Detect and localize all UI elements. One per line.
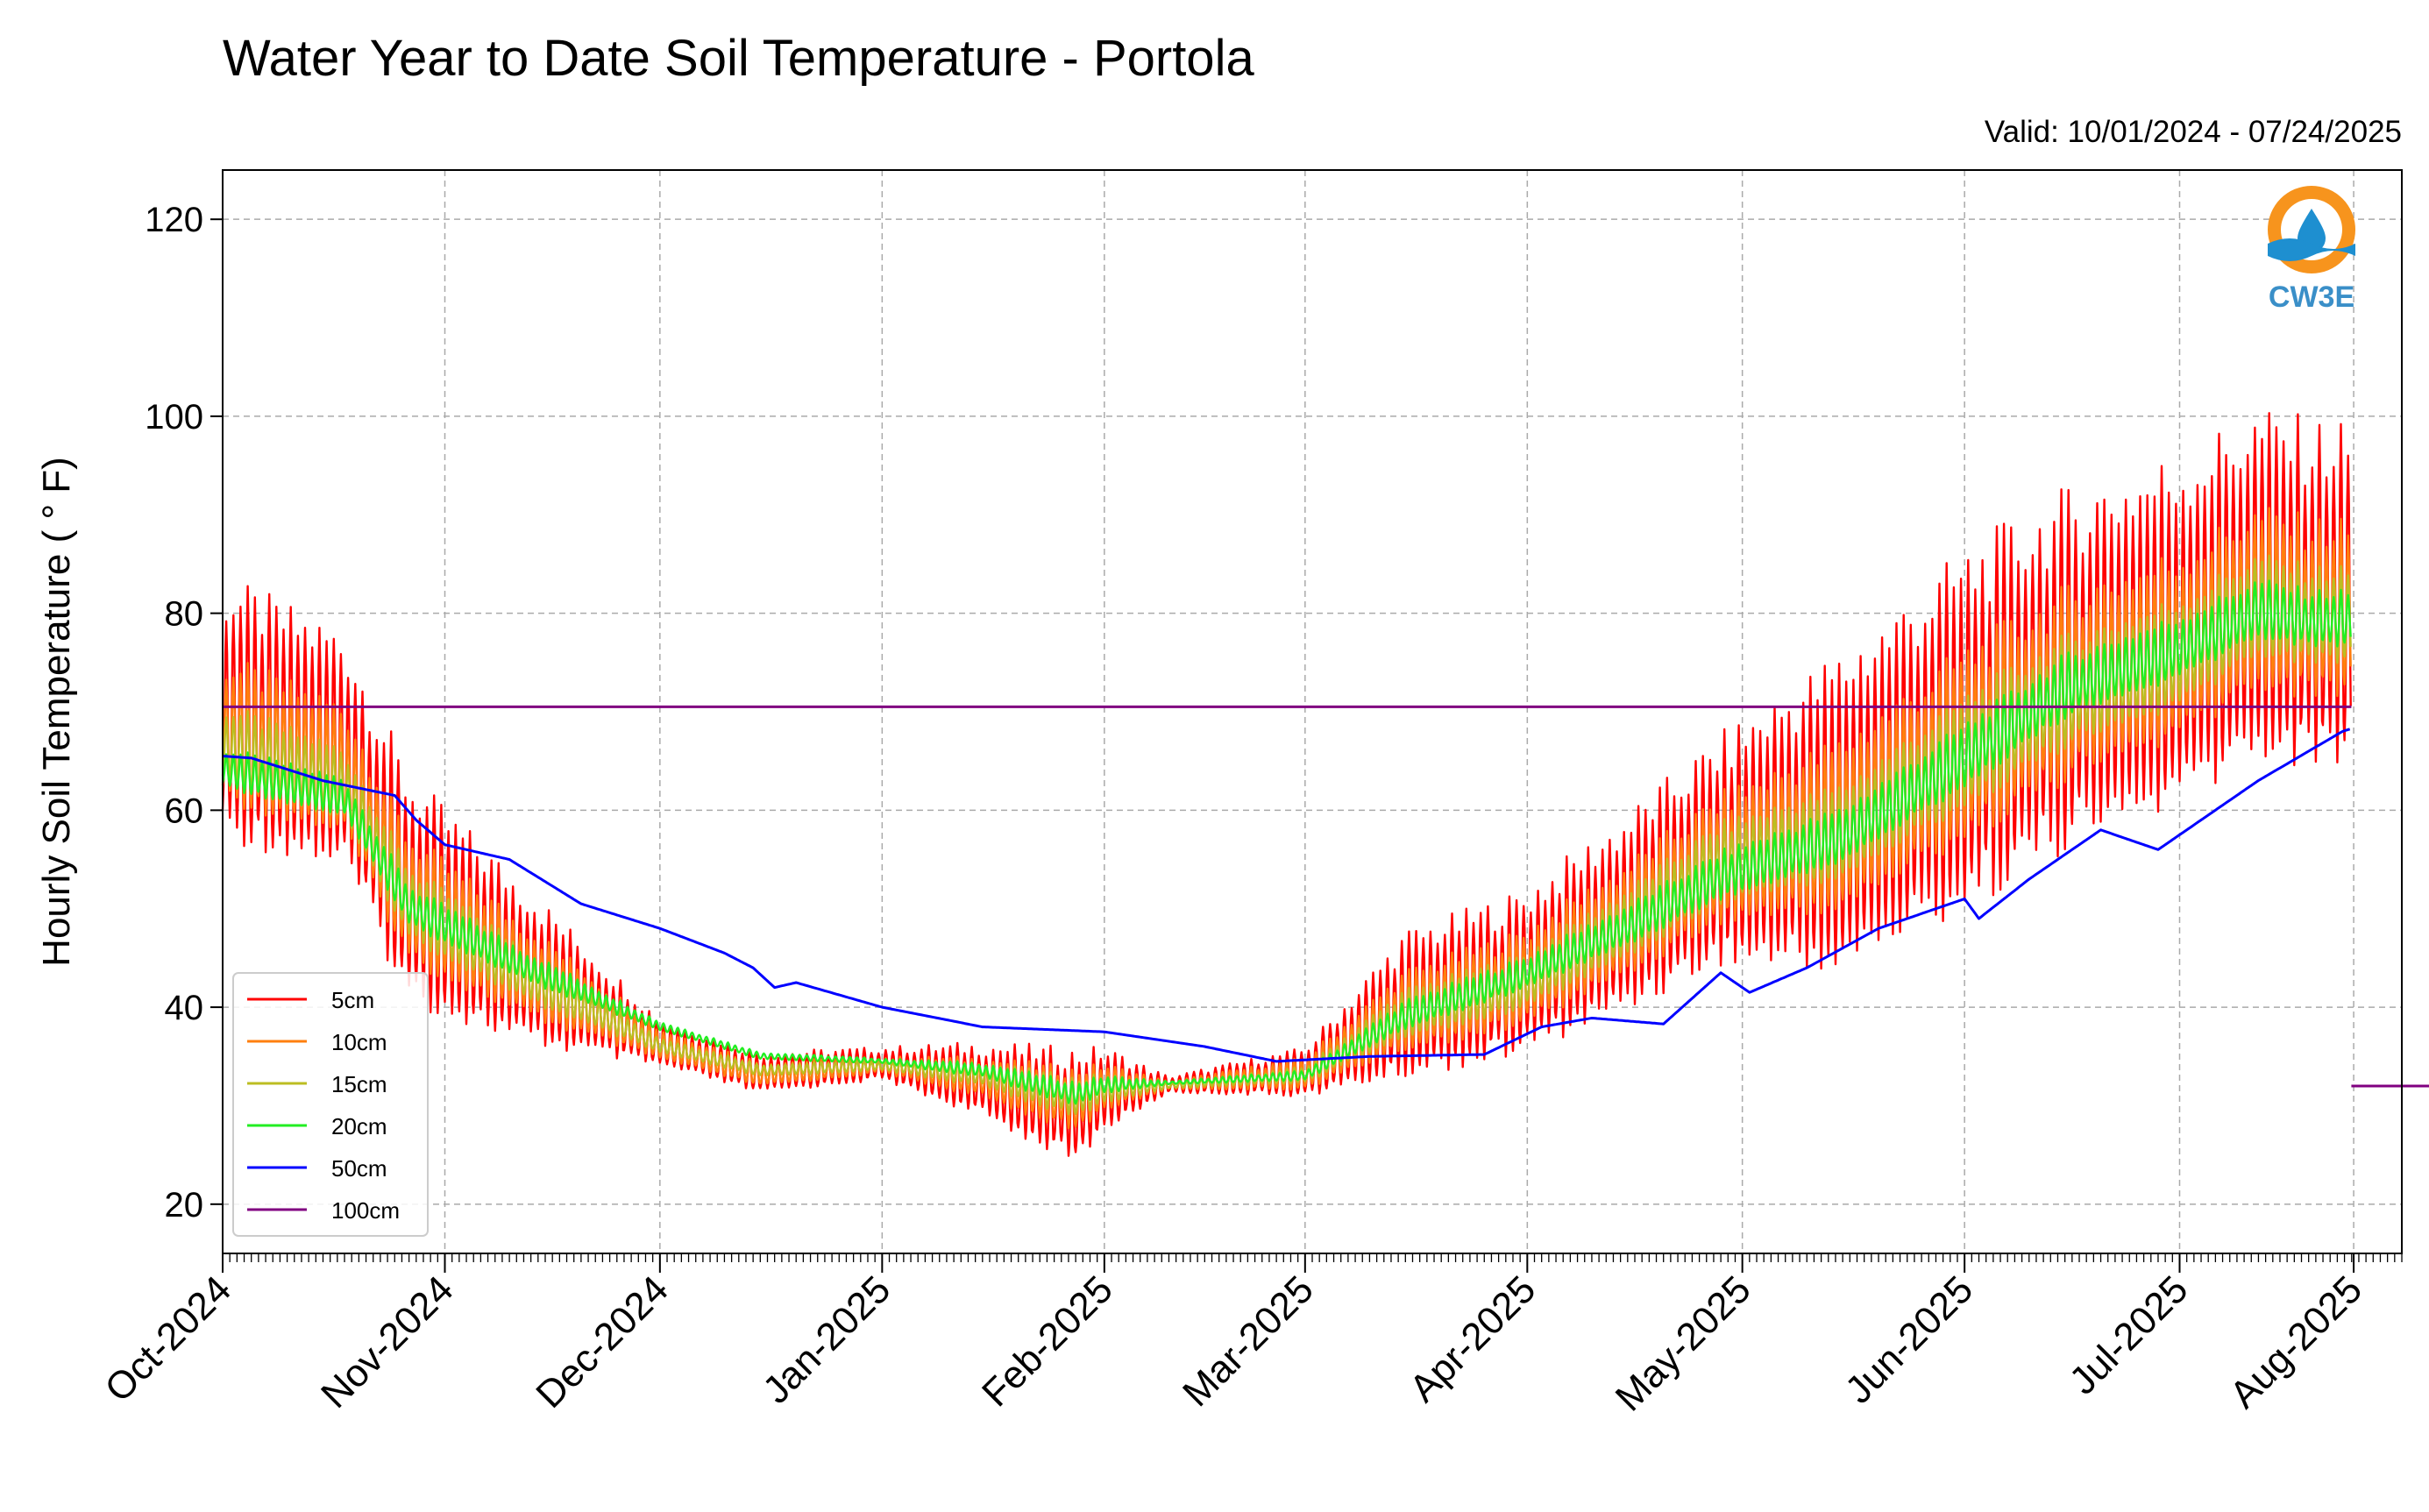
x-tick-label: Jun-2025: [1837, 1267, 1981, 1411]
legend-label-100cm: 100cm: [331, 1197, 400, 1224]
x-tick-label: Feb-2025: [974, 1267, 1121, 1415]
y-tick-label: 40: [165, 989, 204, 1027]
legend-box: [232, 972, 429, 1237]
x-tick-label: Apr-2025: [1402, 1267, 1545, 1410]
y-axis-label: Hourly Soil Temperature ( ° F): [35, 457, 78, 967]
x-tick-label: Nov-2024: [313, 1267, 462, 1416]
y-tick-label: 20: [165, 1186, 204, 1225]
series-line-50cm: [222, 728, 2351, 1063]
x-tick-label: Dec-2024: [528, 1267, 677, 1416]
legend-label-15cm: 15cm: [331, 1071, 387, 1097]
x-tick-label: Mar-2025: [1175, 1267, 1322, 1415]
x-tick-label: Jul-2025: [2062, 1267, 2197, 1402]
legend-label-50cm: 50cm: [331, 1155, 387, 1182]
series-line-10cm: [221, 507, 2352, 1130]
chart-title: Water Year to Date Soil Temperature - Po…: [223, 30, 1254, 87]
y-tick-label: 60: [165, 791, 204, 830]
series-line-15cm: [221, 554, 2352, 1116]
logo-text: CW3E: [2269, 280, 2354, 314]
logo-wave: [2268, 238, 2355, 261]
cw3e-logo: CW3E: [2268, 186, 2355, 314]
x-tick-label: Aug-2025: [2222, 1267, 2371, 1416]
legend-label-20cm: 20cm: [331, 1113, 387, 1139]
y-tick-label: 100: [145, 398, 203, 437]
chart-subtitle: Valid: 10/01/2024 - 07/24/2025: [1985, 115, 2402, 149]
y-tick-label: 80: [165, 595, 204, 634]
x-tick-label: Oct-2024: [96, 1267, 239, 1410]
legend-label-5cm: 5cm: [331, 987, 374, 1013]
y-tick-label: 120: [145, 201, 203, 239]
series-line-20cm: [221, 579, 2352, 1105]
series-line-5cm: [221, 412, 2352, 1157]
series-lines: [221, 412, 2429, 1157]
x-tick-label: Jan-2025: [755, 1267, 898, 1411]
legend: 5cm 10cm 15cm 20cm 50cm 100cm: [232, 972, 429, 1237]
legend-label-10cm: 10cm: [331, 1029, 387, 1055]
x-tick-label: May-2025: [1608, 1267, 1759, 1419]
